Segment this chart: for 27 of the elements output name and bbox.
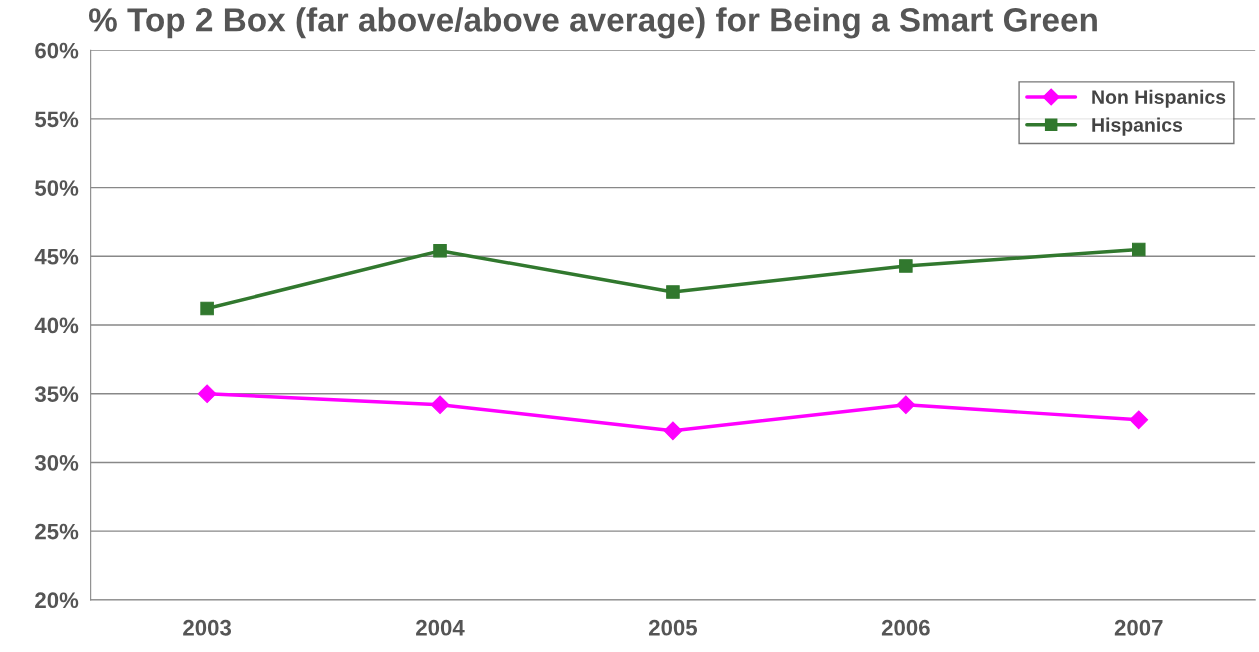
point xyxy=(1132,242,1146,257)
y-tick-label: 60% xyxy=(35,42,79,59)
x-tick-label: 2006 xyxy=(881,619,930,636)
point xyxy=(896,395,916,415)
x-tick-label: 2004 xyxy=(416,619,465,636)
y-tick-label: 50% xyxy=(35,180,79,196)
x-tick-label: 2003 xyxy=(183,619,232,636)
y-tick-label: 55% xyxy=(35,111,79,128)
point xyxy=(1129,410,1149,430)
point xyxy=(899,259,913,273)
y-tick-label: 40% xyxy=(34,317,79,334)
point xyxy=(433,244,447,258)
point xyxy=(430,395,450,415)
legend-label: Hispanics xyxy=(1092,117,1183,136)
point xyxy=(666,285,680,299)
legend-label: Non Hispanics xyxy=(1092,89,1226,108)
y-tick-label: 20% xyxy=(35,592,79,609)
y-tick-label: 45% xyxy=(34,248,79,265)
x-tick-label: 2005 xyxy=(648,619,698,636)
y-tick-label: 35% xyxy=(34,386,79,403)
point xyxy=(197,384,217,404)
x-tick-label: 2007 xyxy=(1114,619,1163,636)
y-tick-label: 25% xyxy=(35,523,79,540)
y-tick-label: 30% xyxy=(34,454,79,471)
point xyxy=(663,421,683,441)
point xyxy=(200,301,214,316)
chart-title: % Top 2 Box (far above/above average) for Being a Smart Green xyxy=(88,7,1097,39)
